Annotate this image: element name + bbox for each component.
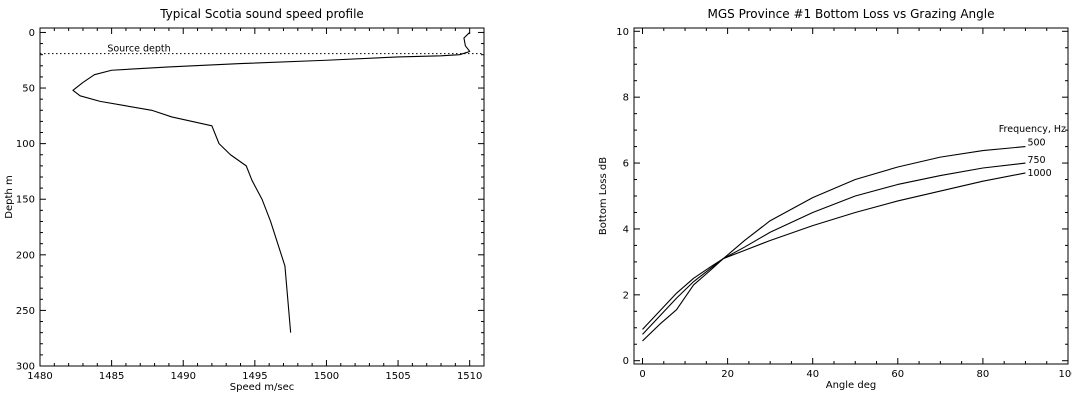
- y-tick-label: 4: [623, 224, 629, 235]
- x-tick-label: 1500: [314, 371, 339, 382]
- y-axis-label: Depth m: [4, 175, 15, 218]
- x-tick-label: 40: [806, 369, 819, 380]
- y-tick-label: 2: [623, 290, 629, 301]
- y-tick-label: 0: [623, 356, 629, 367]
- legend-title: Frequency, Hz: [999, 124, 1066, 135]
- series-line-3: [642, 172, 1026, 342]
- y-axis-label: Bottom Loss dB: [598, 157, 609, 235]
- y-tick-label: 50: [22, 84, 35, 95]
- y-tick-label: 150: [16, 195, 35, 206]
- x-tick-label: 20: [721, 369, 734, 380]
- y-tick-label: 250: [16, 306, 35, 317]
- chart-title: Typical Scotia sound speed profile: [159, 7, 364, 21]
- x-tick-label: 80: [977, 369, 990, 380]
- chart-title: MGS Province #1 Bottom Loss vs Grazing A…: [708, 7, 995, 21]
- y-tick-label: 8: [623, 93, 629, 104]
- x-axis-label: Angle deg: [826, 380, 876, 391]
- series-line-1: [642, 146, 1026, 330]
- x-tick-label: 1505: [385, 371, 410, 382]
- y-tick-label: 10: [616, 27, 629, 38]
- x-tick-label: 1490: [170, 371, 195, 382]
- y-tick-label: 0: [29, 28, 35, 39]
- plot-frame: [633, 27, 1069, 365]
- x-tick-label: 1510: [457, 371, 482, 382]
- x-tick-label: 1485: [99, 371, 124, 382]
- x-tick-label: 60: [891, 369, 904, 380]
- y-tick-label: 100: [16, 139, 35, 150]
- series-label-1000: 1000: [1027, 168, 1051, 179]
- y-tick-label: 6: [623, 159, 629, 170]
- series-line-2: [642, 162, 1026, 335]
- series-line-1: [72, 32, 471, 333]
- chart-1: Typical Scotia sound speed profile 1480 14…: [4, 7, 485, 393]
- x-axis-label: Speed m/sec: [230, 382, 295, 393]
- x-tick-label: 1480: [27, 371, 52, 382]
- y-tick-label: 300: [16, 362, 35, 373]
- chart-2: MGS Province #1 Bottom Loss vs Grazing A…: [598, 7, 1072, 391]
- x-tick-label: 1495: [242, 371, 267, 382]
- x-tick-label: 100: [1058, 369, 1072, 380]
- source-depth-label: Source depth: [107, 44, 170, 55]
- series-label-750: 750: [1027, 155, 1045, 166]
- series-label-500: 500: [1027, 138, 1045, 149]
- y-tick-label: 200: [16, 250, 35, 261]
- x-tick-label: 0: [639, 369, 645, 380]
- plot-frame: [39, 27, 485, 367]
